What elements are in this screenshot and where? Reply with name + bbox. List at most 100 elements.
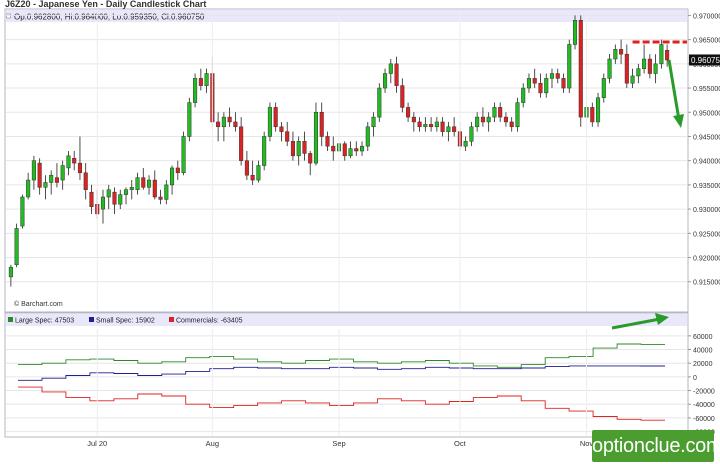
- candle-body: [567, 44, 572, 89]
- candle-body: [365, 126, 370, 147]
- candle: [613, 44, 618, 64]
- candle: [596, 92, 601, 127]
- candle-body: [239, 126, 244, 161]
- candle-body: [607, 58, 612, 79]
- candle-body: [313, 112, 319, 164]
- candle: [244, 151, 249, 181]
- candle: [198, 68, 203, 91]
- candle: [216, 112, 221, 142]
- candle: [486, 112, 491, 132]
- candle: [503, 112, 508, 127]
- candle-body: [66, 155, 71, 169]
- candle: [250, 160, 255, 185]
- candle: [31, 155, 36, 190]
- candle-body: [267, 107, 272, 137]
- watermark-logo: optionclue.com: [592, 430, 720, 462]
- candle-body: [383, 73, 388, 89]
- candle: [359, 141, 365, 156]
- candle: [475, 112, 480, 132]
- candles: [8, 15, 670, 287]
- candle: [388, 59, 393, 84]
- x-tick-label: Oct: [454, 439, 467, 448]
- candle-body: [400, 85, 405, 108]
- candle: [642, 44, 647, 74]
- candle-body: [394, 63, 399, 86]
- candle-body: [624, 53, 629, 84]
- candle: [394, 56, 399, 93]
- candle: [319, 102, 324, 147]
- candle: [170, 165, 175, 195]
- candle: [440, 117, 445, 137]
- candle-body: [227, 116, 232, 123]
- candle-body: [647, 58, 652, 74]
- candle: [83, 163, 88, 200]
- candle: [434, 117, 439, 132]
- candle: [590, 102, 595, 127]
- price-tick-label: 0.945000: [693, 134, 720, 141]
- candle-body: [187, 102, 192, 137]
- candle-body: [244, 160, 249, 176]
- candle: [147, 175, 152, 195]
- candle-body: [8, 266, 13, 278]
- candle: [665, 44, 670, 67]
- candle: [158, 189, 163, 205]
- candle-body: [233, 121, 238, 128]
- x-tick-label: Aug: [206, 439, 219, 448]
- candle: [446, 121, 451, 142]
- candle: [227, 107, 232, 127]
- candle-body: [515, 102, 520, 128]
- candle-body: [106, 189, 111, 198]
- candle: [526, 73, 531, 93]
- candle-body: [475, 116, 480, 128]
- candle-body: [204, 73, 209, 86]
- candle: [417, 117, 422, 132]
- candle: [273, 102, 278, 132]
- candle: [181, 131, 186, 176]
- candle-body: [486, 116, 491, 123]
- candle-body: [503, 116, 508, 123]
- candle-body: [100, 196, 106, 210]
- candle-body: [43, 182, 48, 188]
- price-tick-label: 0.965000: [693, 38, 720, 45]
- price-tick-label: 0.925000: [693, 231, 720, 238]
- candle: [572, 15, 578, 50]
- candle: [66, 151, 71, 176]
- candle: [411, 112, 416, 132]
- price-tick-label: 0.955000: [693, 86, 720, 93]
- price-tick-label: 0.920000: [693, 256, 720, 263]
- candle: [175, 160, 180, 181]
- chart-title: J6Z20 - Japanese Yen - Daily Candlestick…: [5, 0, 206, 9]
- candle-body: [411, 116, 416, 123]
- cot-tick-label: 0: [693, 375, 697, 382]
- price-tick-label: 0.970000: [693, 13, 720, 20]
- legend-swatch: [8, 317, 13, 322]
- candle: [406, 102, 411, 122]
- x-tick-label: Nov: [580, 439, 594, 448]
- candle-body: [302, 141, 307, 154]
- candle-body: [359, 145, 365, 152]
- candle: [129, 180, 134, 200]
- candle: [463, 136, 468, 151]
- candle: [77, 136, 82, 181]
- x-tick-label: Sep: [332, 439, 345, 448]
- candle: [561, 73, 566, 93]
- candle-body: [630, 75, 635, 84]
- candle: [452, 117, 457, 137]
- candle: [429, 117, 434, 132]
- price-tick-label: 0.935000: [693, 183, 720, 190]
- cot-legend: Large Spec: 47503 Small Spec: 15902 Commer…: [8, 317, 243, 325]
- candle: [233, 112, 238, 132]
- candle: [492, 102, 497, 122]
- candle-body: [544, 78, 549, 94]
- candle: [123, 187, 129, 205]
- candle-body: [279, 126, 284, 132]
- candle: [480, 107, 485, 127]
- candle-body: [290, 141, 295, 157]
- candle: [267, 102, 272, 142]
- candle-body: [440, 121, 445, 132]
- price-y-axis: 0.9700000.9650000.9600000.9550000.950000…: [688, 13, 720, 287]
- candle: [555, 68, 560, 84]
- candle-body: [665, 50, 670, 61]
- price-tick-label: 0.915000: [693, 280, 720, 287]
- candle: [89, 184, 94, 214]
